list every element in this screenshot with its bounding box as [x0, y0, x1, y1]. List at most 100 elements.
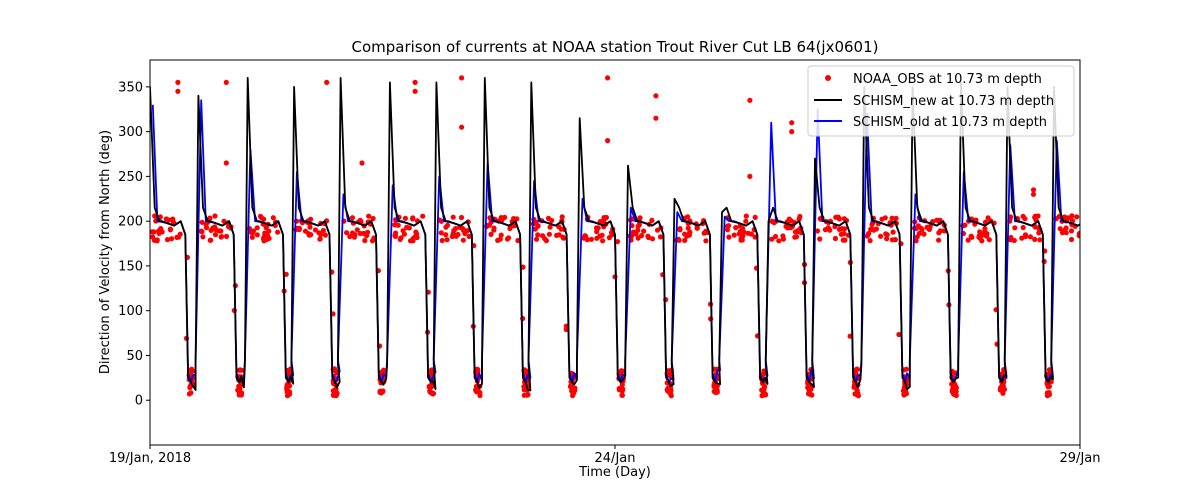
obs-point: [302, 228, 309, 234]
obs-point: [817, 236, 823, 242]
obs-point: [855, 391, 861, 397]
obs-point: [977, 229, 983, 235]
obs-point: [364, 233, 370, 239]
obs-point: [357, 217, 363, 223]
obs-point: [841, 226, 848, 232]
obs-point: [249, 234, 255, 240]
obs-point: [556, 232, 562, 238]
obs-point: [175, 88, 181, 94]
obs-point: [1074, 214, 1080, 220]
obs-point: [395, 222, 401, 228]
obs-point: [236, 388, 242, 395]
legend: NOAA_OBS at 10.73 m depth SCHISM_new at …: [807, 65, 1075, 137]
obs-point: [521, 384, 527, 390]
obs-point: [965, 237, 971, 243]
obs-point: [495, 237, 501, 243]
obs-point: [533, 236, 540, 242]
obs-point: [498, 215, 504, 221]
obs-point: [223, 79, 229, 85]
obs-point: [275, 229, 281, 235]
obs-point: [918, 225, 924, 231]
obs-point: [152, 213, 158, 219]
obs-point: [400, 228, 406, 234]
obs-point: [748, 231, 754, 237]
obs-point: [684, 233, 690, 239]
obs-point: [1036, 230, 1042, 236]
obs-point: [913, 238, 919, 244]
obs-point: [713, 383, 719, 389]
x-tick-label: 29/Jan: [1060, 451, 1101, 466]
obs-point: [257, 213, 264, 219]
obs-point: [1000, 383, 1006, 389]
obs-point: [1020, 224, 1026, 231]
obs-point: [151, 229, 157, 235]
obs-point: [169, 236, 175, 242]
obs-point: [174, 234, 180, 240]
obs-point: [789, 120, 795, 126]
obs-point: [317, 236, 323, 242]
obs-point: [649, 217, 655, 223]
obs-point: [1045, 384, 1051, 390]
obs-point: [608, 230, 615, 236]
obs-point: [605, 75, 611, 81]
obs-point: [1020, 213, 1026, 219]
obs-point: [842, 237, 848, 243]
obs-point: [236, 383, 242, 389]
obs-point: [158, 226, 164, 232]
obs-point: [814, 228, 821, 234]
obs-point: [450, 230, 456, 237]
obs-point: [559, 214, 565, 220]
obs-point: [936, 230, 942, 236]
obs-point: [521, 392, 527, 398]
obs-point: [520, 264, 526, 270]
obs-point: [412, 234, 418, 240]
obs-point: [198, 228, 204, 234]
obs-point: [762, 391, 768, 397]
obs-point: [893, 215, 899, 221]
obs-point: [726, 234, 732, 240]
obs-point: [694, 225, 700, 231]
obs-point: [588, 236, 595, 242]
obs-point: [889, 215, 895, 221]
obs-point: [444, 237, 450, 243]
obs-point: [546, 231, 553, 237]
obs-point: [889, 237, 896, 243]
obs-point: [410, 216, 416, 222]
obs-point: [266, 235, 272, 241]
obs-point: [776, 238, 782, 244]
obs-point: [362, 237, 368, 244]
obs-point: [545, 215, 552, 221]
obs-point: [926, 226, 933, 232]
obs-point: [731, 232, 737, 238]
obs-point: [636, 222, 642, 228]
obs-point: [614, 239, 621, 245]
obs-point: [884, 236, 890, 242]
obs-point: [726, 223, 732, 229]
y-tick-label: 150: [118, 259, 143, 274]
obs-point: [583, 233, 589, 239]
obs-point: [594, 229, 600, 235]
obs-point: [200, 234, 206, 240]
obs-point: [402, 215, 408, 221]
obs-point: [406, 225, 412, 231]
obs-point: [170, 216, 176, 222]
obs-point: [733, 225, 739, 231]
obs-point: [795, 228, 801, 235]
obs-point: [249, 230, 255, 236]
obs-point: [869, 226, 875, 232]
obs-point: [635, 227, 641, 233]
obs-point: [413, 229, 419, 235]
obs-point: [189, 366, 195, 372]
obs-point: [407, 238, 414, 244]
obs-point: [739, 237, 745, 243]
obs-point: [1069, 213, 1075, 219]
obs-point: [789, 129, 795, 135]
obs-point: [354, 227, 360, 233]
obs-point: [452, 226, 459, 232]
obs-point: [1057, 226, 1063, 232]
obs-point: [1000, 390, 1006, 396]
obs-point: [154, 238, 160, 244]
obs-point: [741, 229, 747, 235]
obs-point: [600, 238, 606, 244]
